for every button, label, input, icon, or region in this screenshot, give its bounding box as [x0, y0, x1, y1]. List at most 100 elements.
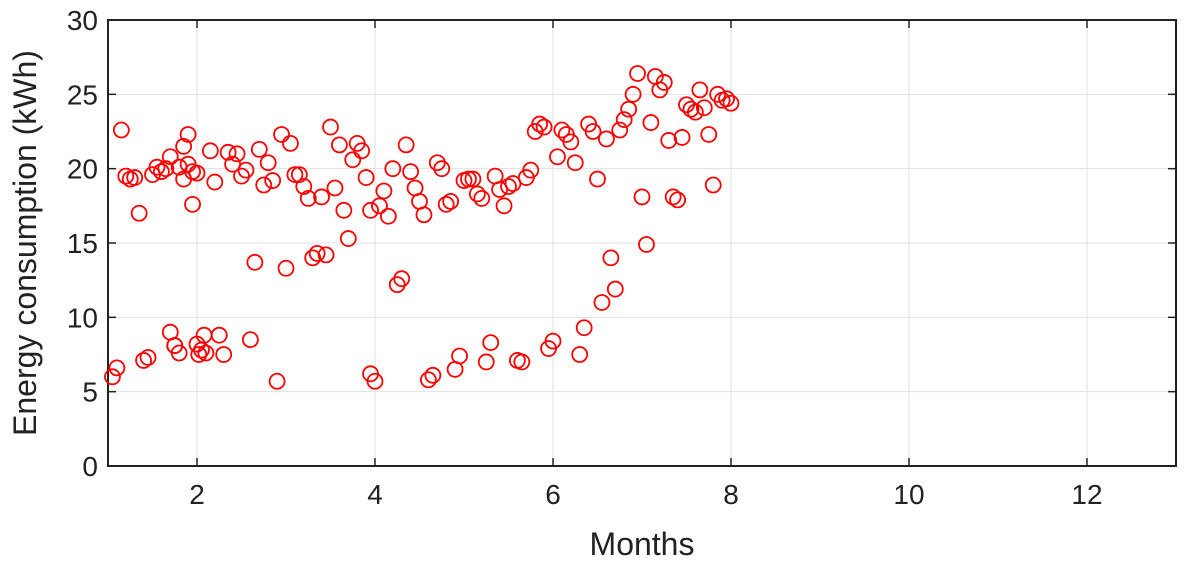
data-point — [157, 160, 175, 178]
data-point — [353, 142, 371, 160]
data-point — [606, 280, 624, 298]
data-point — [682, 100, 700, 118]
data-point — [482, 334, 500, 352]
data-point — [611, 121, 629, 139]
data-point — [117, 167, 135, 185]
data-point — [433, 160, 451, 178]
data-point — [691, 81, 709, 99]
data-point — [468, 185, 486, 203]
data-point — [210, 326, 228, 344]
y-tick-label: 15 — [67, 228, 98, 259]
data-point — [264, 172, 282, 189]
data-point — [473, 189, 491, 207]
data-point — [335, 201, 353, 219]
data-point — [593, 294, 611, 311]
data-point — [598, 130, 615, 148]
data-point — [104, 368, 121, 386]
data-point — [500, 178, 517, 195]
data-point — [624, 85, 642, 103]
data-point — [379, 207, 397, 225]
data-point — [250, 140, 268, 158]
data-point — [268, 372, 286, 390]
data-point — [197, 344, 215, 362]
data-point — [290, 166, 308, 184]
data-point — [402, 163, 420, 181]
data-point — [344, 151, 362, 169]
data-point — [638, 236, 655, 253]
data-point — [522, 161, 540, 179]
data-point — [277, 259, 295, 277]
data-point — [419, 371, 437, 389]
y-axis-label: Energy consumption (kWh) — [7, 50, 43, 436]
data-point — [566, 154, 584, 172]
data-point — [371, 197, 388, 215]
data-point — [148, 158, 166, 176]
data-point — [629, 65, 646, 82]
x-tick-label: 12 — [1071, 479, 1102, 510]
data-point — [241, 331, 259, 349]
data-point — [562, 133, 580, 151]
data-point — [215, 346, 233, 363]
data-point — [669, 191, 686, 209]
y-tick-label: 30 — [67, 5, 98, 36]
data-point — [286, 166, 304, 184]
data-point — [139, 349, 157, 366]
data-point — [201, 142, 219, 160]
y-tick-label: 5 — [82, 377, 98, 408]
data-point — [175, 137, 193, 155]
y-tick-label: 20 — [67, 154, 98, 185]
y-tick-label: 10 — [67, 302, 98, 333]
data-points — [104, 65, 740, 390]
data-point — [326, 179, 344, 197]
data-point — [130, 204, 148, 222]
grid-lines — [108, 20, 1176, 466]
data-point — [282, 134, 299, 152]
x-tick-label: 2 — [189, 479, 205, 510]
data-point — [642, 114, 660, 131]
data-point — [357, 169, 375, 186]
data-point — [584, 123, 602, 140]
data-point — [437, 195, 455, 213]
data-point — [549, 148, 566, 166]
data-point — [660, 132, 678, 149]
data-point — [620, 100, 638, 118]
data-point — [460, 170, 477, 188]
data-point — [393, 270, 411, 288]
data-point — [664, 188, 682, 206]
x-tick-label: 6 — [545, 479, 561, 510]
data-point — [575, 319, 593, 337]
axis-ticks — [108, 19, 1176, 467]
data-point — [184, 195, 201, 213]
data-point — [722, 94, 740, 112]
data-point — [655, 74, 673, 91]
data-point — [695, 99, 713, 117]
data-point — [339, 230, 357, 247]
data-point — [615, 111, 633, 129]
data-point — [126, 169, 144, 186]
data-point — [295, 178, 313, 195]
data-point — [571, 346, 589, 363]
data-point — [589, 170, 606, 188]
data-point — [704, 176, 722, 194]
data-point — [451, 347, 468, 365]
data-point — [464, 170, 482, 188]
data-point — [330, 136, 348, 154]
data-point — [259, 154, 277, 172]
data-point — [322, 118, 339, 136]
x-tick-label: 4 — [367, 479, 383, 510]
data-point — [531, 115, 549, 133]
data-point — [633, 188, 651, 206]
data-point — [179, 126, 197, 143]
data-point — [362, 201, 379, 219]
data-point — [304, 249, 322, 267]
data-point — [687, 103, 704, 121]
data-point — [544, 332, 562, 350]
data-point — [384, 160, 402, 178]
data-point — [317, 246, 335, 264]
data-point — [495, 197, 513, 215]
data-point — [108, 359, 126, 377]
x-tick-labels: 2 4 6 8 10 12 — [189, 479, 1102, 510]
data-point — [206, 173, 224, 191]
data-point — [700, 126, 718, 143]
